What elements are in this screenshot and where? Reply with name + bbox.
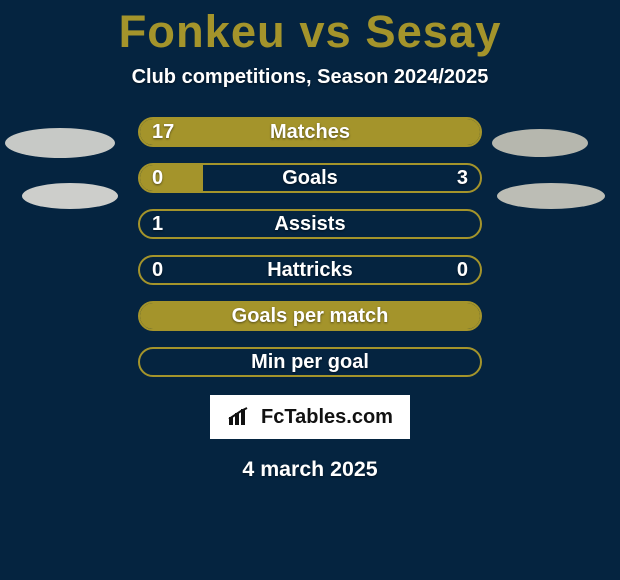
stat-row: Goals per match [138,301,482,331]
stat-label: Min per goal [140,349,480,375]
stat-label: Assists [140,211,480,237]
stat-value-right: 0 [457,257,468,283]
stat-value-left: 0 [152,165,163,191]
badge-text: FcTables.com [261,406,393,429]
stat-value-left: 1 [152,211,163,237]
stat-row: Assists1 [138,209,482,239]
fctables-badge: FcTables.com [210,395,410,439]
decorative-ellipse [22,183,118,209]
stat-value-right: 3 [457,165,468,191]
decorative-ellipse [5,128,115,158]
footer-date: 4 march 2025 [0,457,620,482]
stat-row: Hattricks0 0 [138,255,482,285]
decorative-ellipse [497,183,605,209]
stat-label: Goals [140,165,480,191]
stat-row: Min per goal [138,347,482,377]
page-subtitle: Club competitions, Season 2024/2025 [0,66,620,89]
stat-label: Goals per match [140,303,480,329]
comparison-infographic: Fonkeu vs Sesay Club competitions, Seaso… [0,6,620,580]
stat-row: Goals0 3 [138,163,482,193]
stat-label: Matches [140,119,480,145]
barchart-icon [227,407,253,427]
page-title: Fonkeu vs Sesay [0,6,620,58]
stat-value-left: 17 [152,119,174,145]
stat-row: Matches17 [138,117,482,147]
stat-label: Hattricks [140,257,480,283]
stat-value-left: 0 [152,257,163,283]
decorative-ellipse [492,129,588,157]
